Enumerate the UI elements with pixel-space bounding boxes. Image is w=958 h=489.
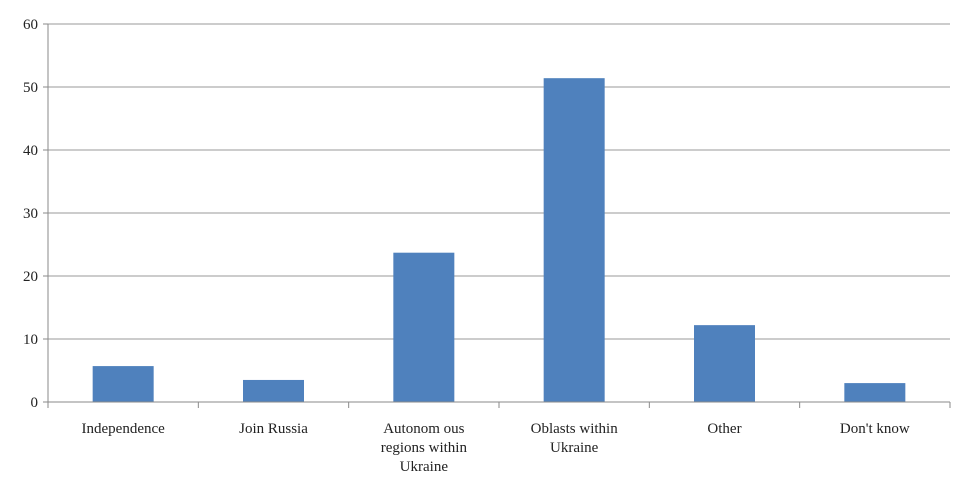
x-category-label: Don't know: [840, 421, 910, 437]
x-category-label: Independence: [82, 421, 166, 437]
y-tick-label: 40: [23, 143, 38, 159]
x-category-label-line: Other: [707, 421, 741, 437]
x-category-label: Oblasts within Ukraine: [531, 421, 619, 456]
x-category-label-line: regions within: [381, 440, 468, 456]
axes: [43, 23, 951, 408]
bar-1: [243, 379, 304, 402]
gridlines: [48, 23, 950, 340]
bar-5: [844, 383, 906, 402]
y-tick-label: 50: [23, 80, 38, 96]
bar-0: [92, 366, 154, 402]
y-tick-label: 20: [23, 269, 38, 285]
x-category-label-line: Independence: [82, 421, 166, 437]
y-tick-labels: 0 10 20 30 40 50 60: [23, 17, 38, 411]
x-category-label-line: Ukraine: [400, 459, 449, 475]
x-category-label: Join Russia: [239, 421, 308, 437]
bar-4: [694, 325, 755, 402]
x-category-label-line: Autonom ous: [383, 421, 464, 437]
x-category-label: Other: [707, 421, 741, 437]
y-tick-label: 30: [23, 206, 38, 222]
y-tick-label: 0: [31, 395, 39, 411]
x-category-label: Autonom ous regions within Ukraine: [381, 421, 468, 475]
y-tick-label: 10: [23, 332, 38, 348]
bars: [92, 78, 906, 403]
bar-2: [393, 252, 455, 402]
bar-3: [543, 78, 605, 403]
y-tick-label: 60: [23, 17, 38, 33]
x-category-label-line: Ukraine: [550, 440, 599, 456]
x-category-labels: Independence Join Russia Autonom ous region…: [82, 421, 910, 475]
x-category-label-line: Oblasts within: [531, 421, 619, 437]
x-category-label-line: Don't know: [840, 421, 910, 437]
x-category-label-line: Join Russia: [239, 421, 308, 437]
